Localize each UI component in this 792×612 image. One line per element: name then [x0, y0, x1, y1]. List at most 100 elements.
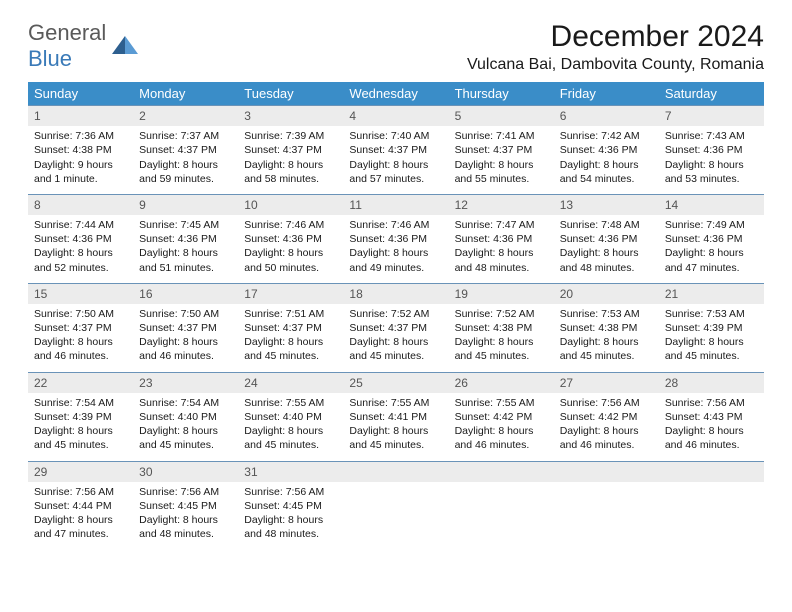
- sunset-text: Sunset: 4:38 PM: [560, 321, 653, 335]
- sunrise-text: Sunrise: 7:54 AM: [139, 396, 232, 410]
- day-cell: Sunrise: 7:39 AMSunset: 4:37 PMDaylight:…: [238, 126, 343, 194]
- day-cell: [343, 482, 448, 550]
- sunset-text: Sunset: 4:37 PM: [349, 321, 442, 335]
- day-number: 22: [28, 372, 133, 393]
- sunset-text: Sunset: 4:37 PM: [244, 143, 337, 157]
- sunrise-text: Sunrise: 7:44 AM: [34, 218, 127, 232]
- sunset-text: Sunset: 4:37 PM: [34, 321, 127, 335]
- daylight-text: Daylight: 8 hours and 47 minutes.: [665, 246, 758, 274]
- day-cell: Sunrise: 7:45 AMSunset: 4:36 PMDaylight:…: [133, 215, 238, 283]
- day-number: 10: [238, 194, 343, 215]
- daylight-text: Daylight: 8 hours and 45 minutes.: [349, 424, 442, 452]
- day-number: 25: [343, 372, 448, 393]
- day-number: 29: [28, 461, 133, 482]
- daylight-text: Daylight: 8 hours and 48 minutes.: [455, 246, 548, 274]
- sunset-text: Sunset: 4:42 PM: [455, 410, 548, 424]
- day-number: 12: [449, 194, 554, 215]
- day-cell: Sunrise: 7:53 AMSunset: 4:39 PMDaylight:…: [659, 304, 764, 372]
- daylight-text: Daylight: 8 hours and 59 minutes.: [139, 158, 232, 186]
- sunset-text: Sunset: 4:37 PM: [349, 143, 442, 157]
- day-cell: Sunrise: 7:52 AMSunset: 4:37 PMDaylight:…: [343, 304, 448, 372]
- daylight-text: Daylight: 8 hours and 45 minutes.: [244, 335, 337, 363]
- sunrise-text: Sunrise: 7:51 AM: [244, 307, 337, 321]
- day-number-row: 1234567: [28, 106, 764, 127]
- day-number: 20: [554, 283, 659, 304]
- title-block: December 2024 Vulcana Bai, Dambovita Cou…: [467, 20, 764, 74]
- day-number: 8: [28, 194, 133, 215]
- logo-triangle-icon: [112, 34, 138, 59]
- sunrise-text: Sunrise: 7:37 AM: [139, 129, 232, 143]
- day-cell: Sunrise: 7:56 AMSunset: 4:45 PMDaylight:…: [133, 482, 238, 550]
- sunrise-text: Sunrise: 7:46 AM: [244, 218, 337, 232]
- calendar-table: Sunday Monday Tuesday Wednesday Thursday…: [28, 82, 764, 550]
- day-number: 2: [133, 106, 238, 127]
- sunrise-text: Sunrise: 7:42 AM: [560, 129, 653, 143]
- sunset-text: Sunset: 4:41 PM: [349, 410, 442, 424]
- day-number: 19: [449, 283, 554, 304]
- day-cell: Sunrise: 7:50 AMSunset: 4:37 PMDaylight:…: [28, 304, 133, 372]
- sunrise-text: Sunrise: 7:54 AM: [34, 396, 127, 410]
- sunrise-text: Sunrise: 7:49 AM: [665, 218, 758, 232]
- day-cell: Sunrise: 7:52 AMSunset: 4:38 PMDaylight:…: [449, 304, 554, 372]
- day-number: 4: [343, 106, 448, 127]
- day-cell: [554, 482, 659, 550]
- weekday-header: Friday: [554, 82, 659, 106]
- sunset-text: Sunset: 4:38 PM: [455, 321, 548, 335]
- day-number: 6: [554, 106, 659, 127]
- sunset-text: Sunset: 4:44 PM: [34, 499, 127, 513]
- weekday-header: Tuesday: [238, 82, 343, 106]
- sunrise-text: Sunrise: 7:55 AM: [455, 396, 548, 410]
- day-number: [449, 461, 554, 482]
- day-cell: Sunrise: 7:53 AMSunset: 4:38 PMDaylight:…: [554, 304, 659, 372]
- sunset-text: Sunset: 4:37 PM: [139, 321, 232, 335]
- day-cell: Sunrise: 7:56 AMSunset: 4:43 PMDaylight:…: [659, 393, 764, 461]
- daylight-text: Daylight: 8 hours and 45 minutes.: [34, 424, 127, 452]
- day-cell: Sunrise: 7:55 AMSunset: 4:41 PMDaylight:…: [343, 393, 448, 461]
- daylight-text: Daylight: 8 hours and 49 minutes.: [349, 246, 442, 274]
- sunset-text: Sunset: 4:36 PM: [34, 232, 127, 246]
- day-cell: Sunrise: 7:56 AMSunset: 4:44 PMDaylight:…: [28, 482, 133, 550]
- day-content-row: Sunrise: 7:44 AMSunset: 4:36 PMDaylight:…: [28, 215, 764, 283]
- day-number: 18: [343, 283, 448, 304]
- sunset-text: Sunset: 4:37 PM: [455, 143, 548, 157]
- day-number: 11: [343, 194, 448, 215]
- daylight-text: Daylight: 8 hours and 45 minutes.: [244, 424, 337, 452]
- day-number: 5: [449, 106, 554, 127]
- day-cell: Sunrise: 7:49 AMSunset: 4:36 PMDaylight:…: [659, 215, 764, 283]
- daylight-text: Daylight: 8 hours and 52 minutes.: [34, 246, 127, 274]
- day-content-row: Sunrise: 7:50 AMSunset: 4:37 PMDaylight:…: [28, 304, 764, 372]
- daylight-text: Daylight: 8 hours and 46 minutes.: [455, 424, 548, 452]
- day-cell: Sunrise: 7:36 AMSunset: 4:38 PMDaylight:…: [28, 126, 133, 194]
- sunrise-text: Sunrise: 7:56 AM: [139, 485, 232, 499]
- day-number: 1: [28, 106, 133, 127]
- sunrise-text: Sunrise: 7:56 AM: [665, 396, 758, 410]
- day-cell: Sunrise: 7:55 AMSunset: 4:42 PMDaylight:…: [449, 393, 554, 461]
- daylight-text: Daylight: 8 hours and 48 minutes.: [139, 513, 232, 541]
- day-number: 7: [659, 106, 764, 127]
- logo-word-blue: Blue: [28, 46, 72, 71]
- daylight-text: Daylight: 9 hours and 1 minute.: [34, 158, 127, 186]
- sunrise-text: Sunrise: 7:55 AM: [349, 396, 442, 410]
- daylight-text: Daylight: 8 hours and 46 minutes.: [34, 335, 127, 363]
- daylight-text: Daylight: 8 hours and 45 minutes.: [349, 335, 442, 363]
- sunset-text: Sunset: 4:45 PM: [244, 499, 337, 513]
- daylight-text: Daylight: 8 hours and 45 minutes.: [560, 335, 653, 363]
- daylight-text: Daylight: 8 hours and 53 minutes.: [665, 158, 758, 186]
- day-cell: Sunrise: 7:50 AMSunset: 4:37 PMDaylight:…: [133, 304, 238, 372]
- sunset-text: Sunset: 4:37 PM: [244, 321, 337, 335]
- daylight-text: Daylight: 8 hours and 58 minutes.: [244, 158, 337, 186]
- sunrise-text: Sunrise: 7:36 AM: [34, 129, 127, 143]
- day-number: [659, 461, 764, 482]
- weekday-header: Wednesday: [343, 82, 448, 106]
- sunrise-text: Sunrise: 7:56 AM: [560, 396, 653, 410]
- sunrise-text: Sunrise: 7:47 AM: [455, 218, 548, 232]
- daylight-text: Daylight: 8 hours and 45 minutes.: [139, 424, 232, 452]
- header: General Blue December 2024 Vulcana Bai, …: [28, 20, 764, 74]
- sunset-text: Sunset: 4:36 PM: [665, 232, 758, 246]
- day-number: 9: [133, 194, 238, 215]
- sunset-text: Sunset: 4:36 PM: [560, 143, 653, 157]
- day-cell: Sunrise: 7:44 AMSunset: 4:36 PMDaylight:…: [28, 215, 133, 283]
- weekday-header: Thursday: [449, 82, 554, 106]
- sunset-text: Sunset: 4:40 PM: [244, 410, 337, 424]
- day-number: 14: [659, 194, 764, 215]
